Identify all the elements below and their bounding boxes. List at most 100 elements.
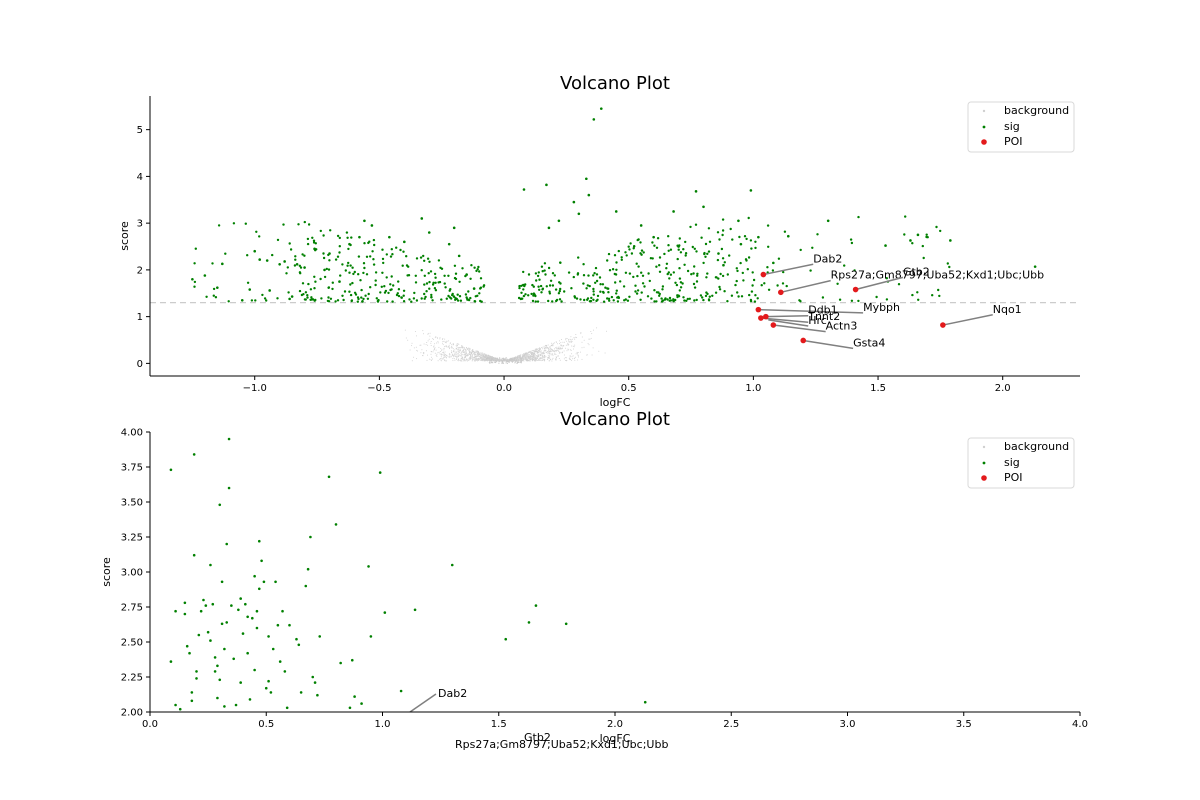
sig-point	[385, 253, 388, 256]
sig-point	[667, 235, 670, 238]
background-point	[575, 334, 577, 335]
sig-point	[342, 298, 345, 302]
sig-point	[376, 300, 380, 303]
background-point	[419, 344, 421, 346]
sig-point	[663, 298, 667, 301]
background-point	[529, 351, 531, 352]
background-point	[556, 357, 557, 359]
sig-point	[197, 633, 201, 637]
background-point	[489, 359, 491, 361]
background-point	[439, 338, 441, 340]
sig-point	[613, 254, 617, 257]
sig-point	[726, 273, 729, 276]
y-tick-label: 3	[137, 219, 143, 230]
background-point	[479, 358, 481, 359]
sig-point	[742, 279, 745, 282]
sig-point	[362, 262, 366, 265]
sig-point	[632, 245, 636, 248]
sig-point	[911, 293, 914, 297]
sig-point	[287, 291, 290, 294]
background-point	[557, 350, 559, 351]
sig-point	[675, 283, 679, 287]
sig-point	[306, 294, 309, 297]
sig-point	[721, 229, 725, 232]
background-point	[495, 361, 497, 363]
sig-point	[464, 274, 467, 278]
sig-point	[263, 297, 267, 300]
background-point	[491, 359, 493, 361]
y-tick-label: 2.25	[121, 673, 143, 684]
background-point	[560, 344, 562, 346]
background-point	[470, 354, 472, 356]
background-point	[567, 349, 569, 351]
sig-point	[349, 283, 352, 286]
sig-point	[763, 282, 766, 285]
annotation-leader-line	[760, 317, 809, 323]
background-point	[470, 356, 472, 358]
sig-point	[640, 253, 643, 256]
background-point	[413, 347, 415, 349]
sig-point	[640, 271, 643, 274]
sig-point	[364, 294, 367, 297]
sig-point	[303, 254, 306, 257]
background-point	[575, 356, 577, 358]
background-point	[540, 347, 542, 349]
sig-point	[541, 270, 544, 273]
background-point	[435, 336, 437, 338]
background-point	[526, 354, 528, 355]
background-point	[463, 347, 465, 348]
background-point	[577, 354, 579, 356]
background-point	[449, 355, 451, 357]
background-point	[453, 355, 455, 357]
sig-point	[209, 639, 212, 642]
background-point	[544, 354, 545, 356]
sig-point	[304, 291, 308, 294]
top-legend-sig: sig	[1004, 120, 1020, 133]
background-point	[542, 352, 543, 354]
background-point	[528, 355, 530, 357]
background-point	[451, 351, 453, 353]
background-point	[565, 337, 567, 339]
background-point	[471, 351, 473, 352]
bottom-legend-box	[967, 437, 1075, 489]
background-point	[462, 350, 464, 352]
background-point	[443, 345, 445, 347]
sig-point	[315, 248, 318, 251]
sig-point	[560, 300, 563, 303]
background-point	[531, 358, 533, 360]
sig-point	[414, 274, 417, 277]
sig-point	[365, 255, 369, 258]
background-point	[452, 353, 454, 355]
background-point	[543, 350, 545, 352]
bottom-y-axis-label: score	[100, 557, 113, 587]
sig-point	[402, 294, 405, 297]
top-annotations: Dab2Rps27a;Gm8797;Uba52;Kxd1;Ubc;UbbGtb2…	[758, 252, 1044, 349]
sig-point	[257, 539, 261, 543]
sig-point	[821, 296, 825, 299]
sig-point	[327, 253, 330, 257]
background-point	[563, 345, 565, 347]
sig-point	[311, 675, 315, 679]
sig-point	[209, 563, 212, 567]
sig-point	[434, 276, 437, 279]
background-point	[441, 348, 443, 350]
sig-point	[241, 632, 245, 635]
sig-point	[736, 269, 739, 273]
sig-point	[360, 288, 363, 292]
background-point	[558, 348, 560, 350]
background-point	[434, 352, 436, 354]
background-point	[448, 344, 450, 346]
background-point	[534, 358, 536, 360]
sig-point	[339, 661, 342, 665]
sig-point	[667, 249, 670, 252]
sig-point	[363, 219, 366, 223]
annotation-label: Rps27a;Gm8797;Uba52;Kxd1;Ubc;Ubb	[831, 269, 1044, 282]
sig-point	[285, 706, 289, 710]
sig-point	[227, 486, 231, 490]
sig-point	[798, 299, 801, 302]
background-point	[456, 348, 458, 350]
background-point	[461, 346, 463, 348]
background-point	[463, 351, 465, 353]
background-point	[558, 352, 560, 354]
background-point	[558, 351, 560, 352]
